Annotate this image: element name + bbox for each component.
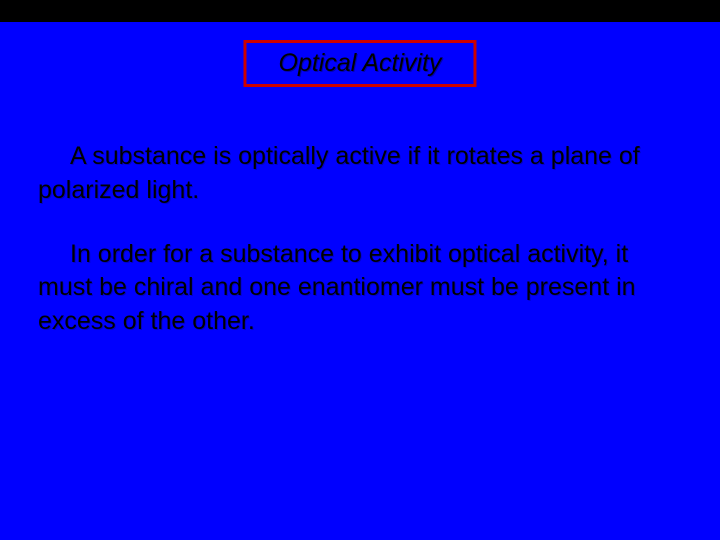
slide-title: Optical Activity	[278, 49, 441, 77]
top-bar	[0, 0, 720, 22]
content-area: A substance is optically active if it ro…	[38, 140, 682, 369]
title-box: Optical Activity	[243, 40, 476, 87]
paragraph-1: A substance is optically active if it ro…	[38, 140, 682, 208]
paragraph-2: In order for a substance to exhibit opti…	[38, 238, 682, 339]
